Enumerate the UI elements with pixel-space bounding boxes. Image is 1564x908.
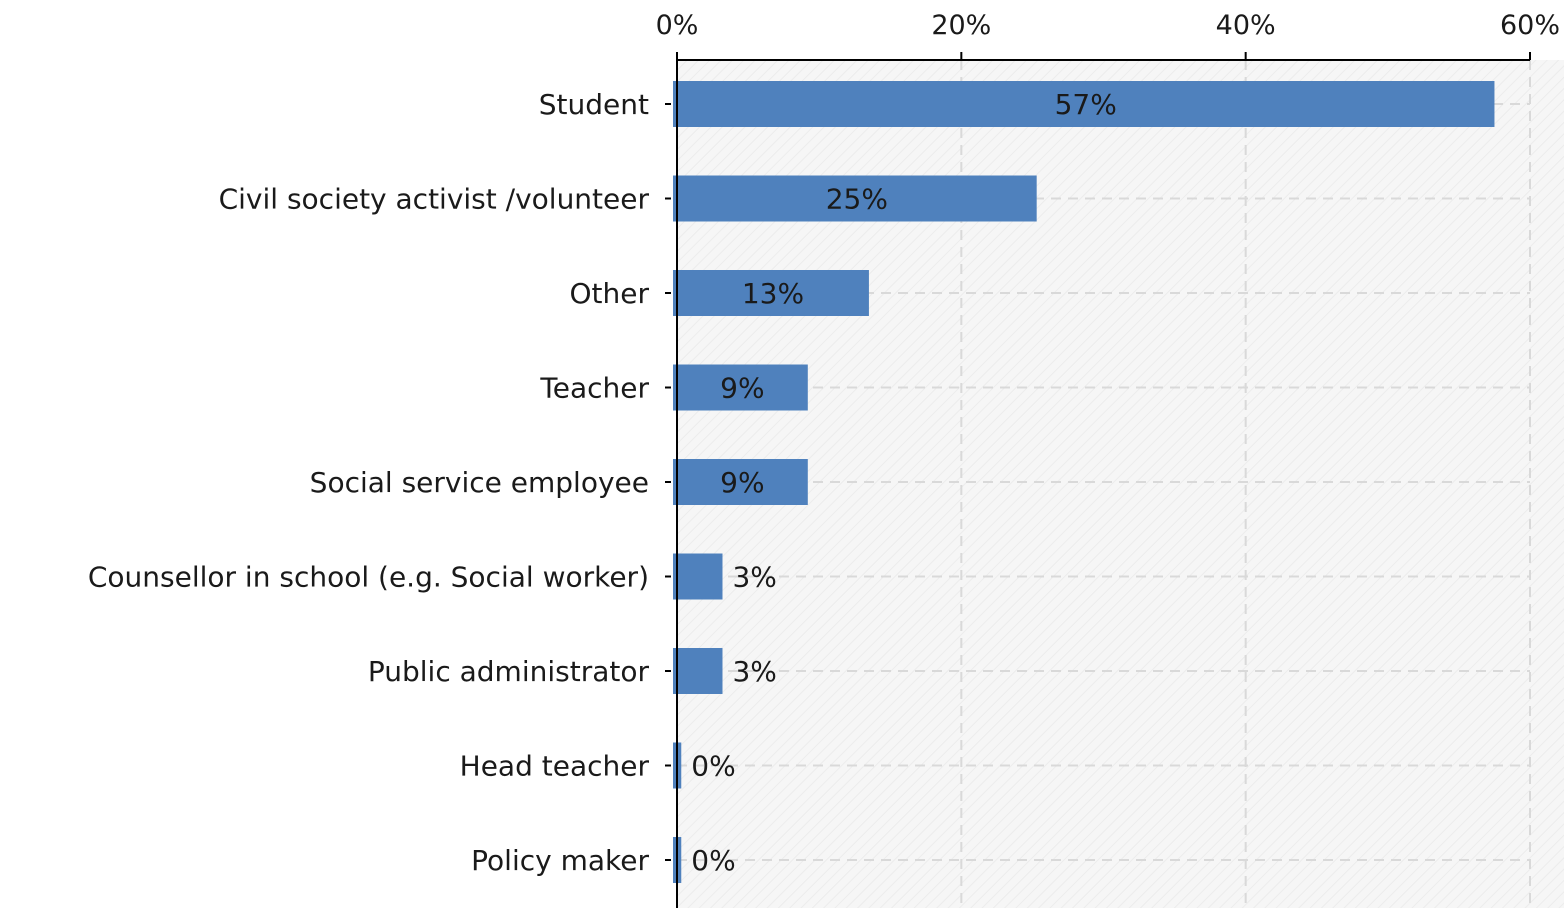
x-tick-label: 40% [1216,10,1276,41]
bar [673,459,808,505]
axes [665,52,1531,908]
data-label: 0% [691,750,735,783]
category-label: Policy maker [471,844,649,877]
data-label: 3% [732,561,776,594]
category-label: Other [569,277,649,310]
category-label: Public administrator [368,655,650,688]
data-label: 3% [732,655,776,688]
bar [673,364,808,411]
data-label: 57% [1055,88,1117,121]
category-label: Head teacher [460,750,650,783]
x-tick-label: 0% [656,10,699,41]
data-label: 9% [720,466,764,499]
x-tick-label: 20% [931,10,991,41]
data-label: 0% [691,844,735,877]
bar [673,175,1037,222]
category-label: Counsellor in school (e.g. Social worker… [88,561,649,594]
category-label: Teacher [539,372,649,405]
bar [673,81,1495,127]
category-label: Civil society activist /volunteer [219,183,650,216]
labels: 0% 20% 40% 60% Student 57% Civil society activ… [88,10,1560,877]
bar [673,648,723,694]
data-label: 25% [826,183,888,216]
bar [673,270,869,316]
data-label: 13% [742,277,804,310]
x-tick-label: 60% [1500,10,1560,41]
bars [673,81,1495,883]
category-label: Student [539,88,649,121]
data-label: 9% [720,372,764,405]
bar [673,553,723,600]
category-label: Social service employee [310,466,649,499]
